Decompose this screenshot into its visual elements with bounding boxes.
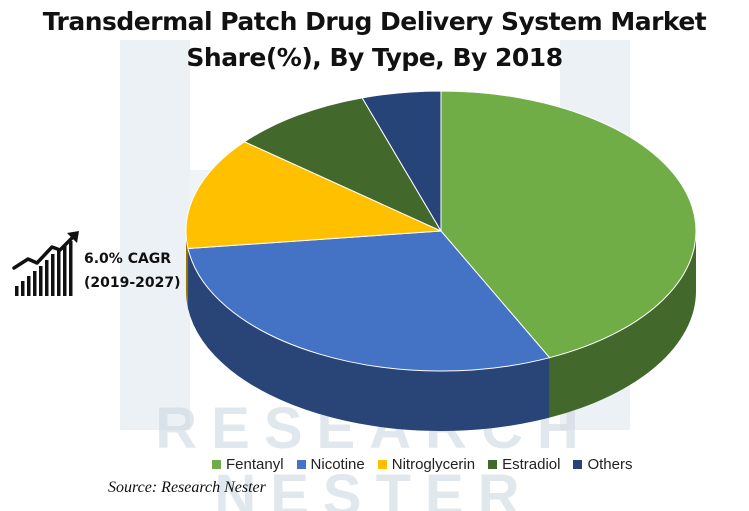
pie-slice-others: [361, 90, 442, 232]
growth-icon-arrowhead: [67, 231, 79, 243]
growth-icon-bar: [45, 260, 49, 296]
pie-slice-nicotine: [187, 230, 551, 372]
legend-item-fentanyl: Fentanyl: [212, 456, 284, 473]
pie-slice-nitroglycerin: [185, 141, 442, 250]
growth-icon-bar: [33, 271, 37, 296]
legend-item-nitroglycerin: Nitroglycerin: [377, 456, 476, 473]
pie-slice-side-fentanyl: [549, 231, 696, 418]
chart-legend: Fentanyl Nicotine Nitroglycerin Estradiol Ot…: [212, 456, 645, 473]
growth-icon-bar: [69, 241, 73, 296]
growth-icon-bar: [63, 245, 67, 296]
pie-slice-estradiol: [244, 97, 442, 232]
growth-icon-bar: [21, 281, 25, 296]
chart-title-line-1: Transdermal Patch Drug Delivery System M…: [42, 7, 707, 36]
growth-icon-bar: [39, 266, 43, 296]
legend-swatch: [377, 460, 387, 469]
legend-swatch: [488, 460, 498, 469]
growth-chart-icon: [12, 231, 79, 296]
pie-slice-side-nitroglycerin: [186, 231, 189, 309]
growth-icon-bar: [51, 254, 55, 296]
cagr-annotation: 6.0% CAGR (2019-2027): [84, 247, 181, 295]
legend-label: Estradiol: [502, 456, 561, 473]
legend-label: Nicotine: [310, 456, 365, 473]
legend-label: Others: [587, 456, 633, 473]
legend-item-estradiol: Estradiol: [488, 456, 560, 473]
legend-swatch: [212, 460, 221, 469]
source-note: Source: Research Nester: [108, 479, 266, 496]
cagr-value: 6.0% CAGR: [84, 251, 172, 267]
legend-label: Fentanyl: [226, 456, 284, 473]
chart-title-line-2: Share(%), By Type, By 2018: [186, 43, 563, 72]
pie-slice-fentanyl: [440, 90, 697, 359]
cagr-period: (2019-2027): [84, 275, 181, 291]
legend-swatch: [296, 460, 306, 469]
growth-icon-bar: [27, 276, 31, 296]
growth-icon-trend-line: [12, 235, 75, 270]
legend-swatch: [573, 460, 583, 469]
pie-slice-side-nicotine: [188, 248, 550, 432]
legend-label: Nitroglycerin: [391, 456, 476, 473]
legend-item-nicotine: Nicotine: [296, 456, 365, 473]
watermark-text-nester: NESTER: [214, 463, 533, 511]
chart-title: Transdermal Patch Drug Delivery System M…: [0, 4, 749, 76]
growth-icon-bar: [57, 250, 61, 296]
growth-icon-bar: [15, 286, 19, 296]
legend-item-others: Others: [573, 456, 632, 473]
